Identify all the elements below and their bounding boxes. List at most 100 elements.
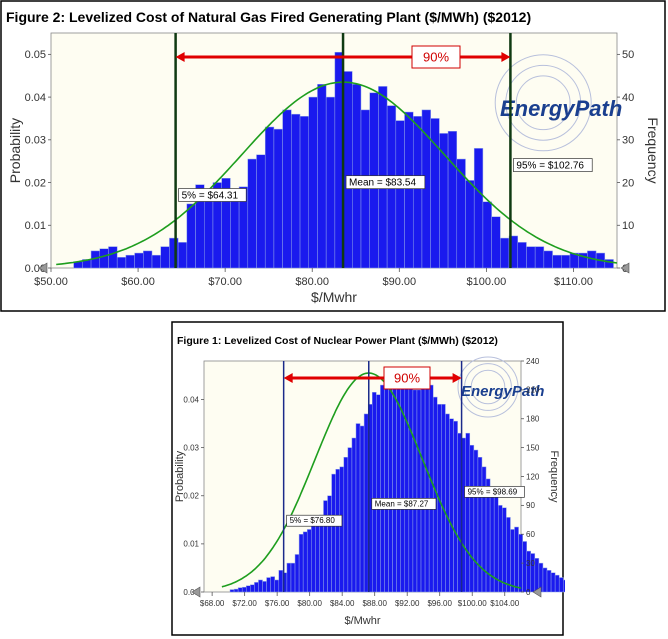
nuc-bar <box>359 425 365 593</box>
gas-bar <box>491 216 501 269</box>
gas-y-tick-label-right: 20 <box>622 177 634 189</box>
nuc-bar <box>424 382 430 593</box>
gas-x-axis-title: $/Mwhr <box>311 289 357 305</box>
nuc-marker-label-box <box>286 514 343 527</box>
nuc-bar <box>347 447 353 593</box>
gas-marker-label-box <box>178 188 247 202</box>
gas-bar <box>204 195 214 269</box>
nuc-bar <box>331 473 336 593</box>
gas-interval-label: 90% <box>423 50 449 65</box>
nuc-x-tick-label: $100.00 <box>458 599 487 608</box>
nuc-logo-seal <box>457 356 519 418</box>
nuc-bar <box>469 444 475 593</box>
gas-bar <box>143 250 153 269</box>
nuc-bar <box>481 466 487 593</box>
nuc-bar <box>250 584 255 593</box>
nuc-marker-label: 5% = $76.80 <box>290 516 336 525</box>
nuc-bar <box>477 457 483 593</box>
nuc-bar <box>420 377 426 593</box>
gas-y-tick-label-right: 50 <box>622 49 634 61</box>
gas-arrow-head-right <box>501 52 511 62</box>
nuc-bar <box>343 457 349 593</box>
nuc-bar <box>335 469 340 593</box>
nuclear-chart-panel: Figure 1: Levelized Cost of Nuclear Powe… <box>171 321 565 637</box>
gas-marker-label: Mean = $83.54 <box>349 178 416 189</box>
gas-y-tick-label-right: 10 <box>622 220 634 232</box>
gas-bar <box>325 96 336 269</box>
gas-bar <box>186 203 196 269</box>
gas-bar <box>473 148 484 269</box>
nuc-y-axis-title: Probability <box>174 450 186 502</box>
gas-x-tick-label: $80.00 <box>295 276 329 288</box>
gas-bar <box>256 154 266 269</box>
gas-bar <box>151 254 161 269</box>
gas-y-axis-title-right: Frequency <box>645 117 661 183</box>
nuc-bar <box>526 550 532 593</box>
gas-right-slider-icon <box>620 262 630 274</box>
nuc-x-tick-label: $84.00 <box>330 599 355 608</box>
nuc-marker-label: Mean = $87.27 <box>375 499 429 508</box>
nuc-bar <box>408 372 414 593</box>
gas-logo-text: EnergyPath <box>500 96 622 121</box>
nuc-bar <box>384 377 389 593</box>
gas-bar <box>177 242 188 269</box>
nuc-bar <box>404 370 410 593</box>
gas-bar <box>273 128 283 269</box>
gas-y-tick-label: 0.05 <box>25 49 46 61</box>
nuc-y-tick-label: 0.04 <box>183 395 199 404</box>
gas-fit-curve <box>56 81 618 266</box>
gas-chart: Figure 2: Levelized Cost of Natural Gas … <box>0 0 666 312</box>
nuc-bar <box>550 572 556 593</box>
nuc-bar <box>290 562 296 593</box>
nuc-bar <box>270 576 275 593</box>
gas-y-tick-label-right: 40 <box>622 92 634 104</box>
gas-x-tick-label: $90.00 <box>382 276 416 288</box>
gas-bar <box>308 96 318 269</box>
nuc-bar <box>241 586 247 593</box>
gas-logo-ring <box>515 75 571 131</box>
nuc-x-axis-title: $/Mwhr <box>344 615 380 627</box>
nuc-bar <box>514 526 519 593</box>
nuc-x-tick-label: $76.00 <box>265 599 290 608</box>
nuc-bar <box>428 384 434 593</box>
gas-bar <box>552 254 562 269</box>
nuc-bar <box>502 507 507 593</box>
nuc-left-slider-icon <box>191 586 201 598</box>
nuc-bar <box>339 466 345 593</box>
nuc-bar <box>473 449 479 593</box>
gas-bar <box>404 111 414 269</box>
nuc-bar <box>534 558 540 593</box>
nuc-y-tick-label: 0.00 <box>183 588 199 597</box>
gas-bar <box>317 84 327 269</box>
gas-x-tick-label: $70.00 <box>208 276 242 288</box>
nuc-arrow-head-right <box>452 373 462 383</box>
nuc-y-tick-label: 0.01 <box>183 540 199 549</box>
gas-logo-ring <box>505 64 582 141</box>
gas-bar <box>447 131 458 269</box>
gas-bar <box>160 246 170 269</box>
gas-marker-label-box <box>513 158 593 172</box>
nuc-bar <box>237 587 243 593</box>
gas-bar <box>291 113 301 269</box>
gas-bar <box>561 254 571 269</box>
nuc-interval-label: 90% <box>394 371 420 386</box>
nuc-bar <box>327 495 332 593</box>
gas-y-tick-label: 0.00 <box>25 263 46 275</box>
nuc-bar <box>497 505 503 593</box>
nuc-bar <box>554 574 560 593</box>
nuc-bar <box>465 432 471 593</box>
gas-bar <box>108 246 118 269</box>
nuc-bar <box>510 529 515 593</box>
gas-marker-label: 5% = $64.31 <box>182 191 239 202</box>
gas-bar <box>412 116 423 269</box>
gas-bar <box>125 254 135 269</box>
gas-arrow-head-left <box>175 52 185 62</box>
nuc-bar <box>278 570 284 593</box>
nuclear-chart-title: Figure 1: Levelized Cost of Nuclear Powe… <box>177 335 498 347</box>
gas-chart-title: Figure 2: Levelized Cost of Natural Gas … <box>6 9 531 25</box>
nuc-x-tick-label: $104.00 <box>490 599 519 608</box>
nuc-arrow-head-left <box>283 373 293 383</box>
nuc-bar <box>441 404 446 593</box>
gas-bar <box>343 71 353 269</box>
nuc-bar <box>323 500 328 593</box>
